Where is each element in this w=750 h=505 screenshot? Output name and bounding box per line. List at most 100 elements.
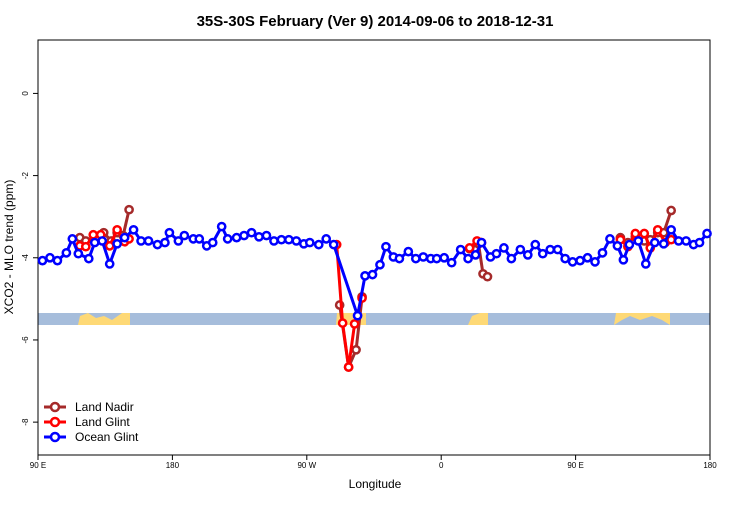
x-tick-label: 90 E: [30, 461, 46, 470]
y-tick-label: -8: [21, 418, 30, 426]
data-point: [666, 205, 677, 216]
data-point: [375, 259, 385, 270]
data-point: [104, 241, 115, 251]
data-point: [431, 253, 442, 264]
data-point: [328, 239, 339, 250]
data-point: [640, 259, 651, 269]
data-point: [515, 244, 526, 255]
data-point: [446, 257, 457, 268]
data-point: [482, 271, 493, 282]
chart-title: 35S-30S February (Ver 9) 2014-09-06 to 2…: [197, 13, 554, 30]
data-point: [590, 257, 600, 267]
data-point: [652, 224, 663, 235]
data-point: [582, 252, 593, 263]
data-point: [352, 310, 363, 321]
data-point: [612, 241, 623, 251]
data-point: [624, 239, 635, 250]
legend-item: Ocean Glint: [44, 430, 139, 444]
data-point: [455, 244, 466, 255]
data-point: [222, 234, 233, 244]
data-point: [52, 255, 63, 266]
data-point: [173, 236, 184, 246]
data-point: [124, 204, 134, 215]
data-point: [343, 362, 354, 372]
data-point: [545, 244, 556, 255]
data-point: [112, 238, 122, 249]
plot-frame: [37, 39, 711, 456]
x-tick-label: 90 E: [567, 461, 583, 470]
data-point: [164, 227, 175, 238]
surface-band: [38, 313, 710, 325]
data-point: [254, 231, 264, 242]
data-point: [80, 241, 91, 252]
data-point: [152, 239, 163, 250]
land-patch: [468, 313, 488, 325]
data-point: [633, 236, 644, 246]
data-point: [658, 238, 669, 249]
data-point: [666, 224, 677, 235]
data-point: [605, 234, 615, 244]
plot-area: [37, 204, 712, 372]
y-tick-label: -6: [21, 336, 30, 344]
legend-swatch-point: [49, 431, 61, 443]
data-point: [499, 243, 509, 253]
data-point: [367, 269, 378, 280]
data-point: [381, 241, 391, 252]
data-point: [136, 236, 146, 246]
land-patch: [614, 313, 670, 325]
data-point: [37, 255, 48, 266]
data-point: [560, 253, 570, 264]
data-point: [304, 237, 315, 248]
data-point: [702, 228, 712, 239]
y-tick-label: -2: [21, 171, 30, 179]
data-point: [45, 252, 55, 263]
ocean-band: [38, 313, 710, 325]
legend-label: Land Nadir: [75, 400, 134, 414]
data-point: [143, 236, 154, 246]
x-tick-label: 0: [439, 461, 444, 470]
data-point: [506, 253, 517, 264]
y-axis-label: XCO2 - MLO trend (ppm): [2, 180, 16, 315]
x-tick-label: 180: [166, 461, 180, 470]
data-point: [522, 250, 533, 260]
data-point: [630, 228, 641, 239]
data-point: [179, 230, 190, 241]
data-point: [321, 234, 332, 244]
data-point: [575, 255, 585, 266]
data-point: [73, 248, 84, 259]
data-point: [470, 250, 481, 260]
data-point: [97, 236, 108, 246]
data-point: [537, 248, 548, 259]
data-point: [291, 236, 302, 246]
legend-item: Land Nadir: [44, 400, 134, 414]
data-point: [276, 234, 287, 245]
data-point: [269, 236, 279, 246]
data-point: [337, 318, 348, 328]
land-patch: [78, 313, 130, 325]
data-point: [552, 244, 563, 255]
data-point: [313, 239, 324, 250]
data-point: [261, 230, 272, 241]
data-point: [597, 247, 608, 258]
data-point: [67, 234, 78, 244]
x-tick-label: 180: [703, 461, 717, 470]
data-point: [463, 253, 473, 264]
data-point: [418, 252, 429, 262]
y-tick-label: -4: [21, 254, 30, 262]
data-point: [464, 243, 475, 253]
data-point: [439, 252, 450, 263]
x-axis-label: Longitude: [349, 477, 402, 491]
data-point: [119, 232, 130, 243]
data-point: [216, 221, 227, 232]
data-point: [410, 253, 421, 264]
data-point: [476, 237, 487, 248]
data-point: [239, 230, 249, 241]
data-point: [160, 237, 170, 248]
data-point: [128, 224, 139, 235]
data-point: [112, 224, 122, 235]
data-point: [246, 227, 257, 238]
data-point: [231, 232, 242, 243]
data-point: [394, 253, 405, 264]
data-point: [104, 259, 115, 269]
